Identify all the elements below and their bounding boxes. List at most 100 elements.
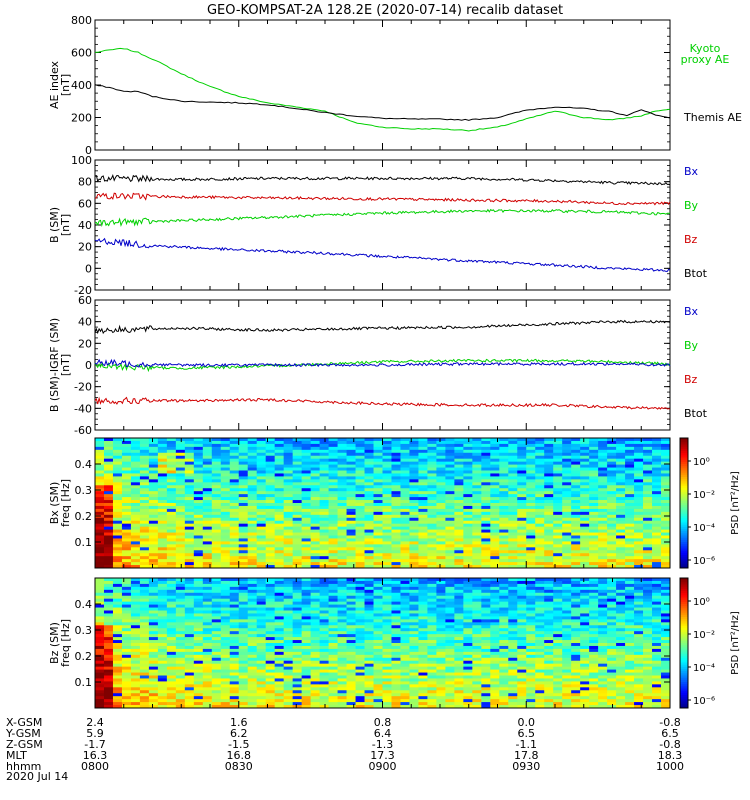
spectrogram-cell <box>328 438 338 442</box>
spectrogram-cell <box>337 458 347 463</box>
spectrogram-cell <box>436 511 446 516</box>
spectrogram-cell <box>418 654 428 659</box>
spectrogram-cell <box>535 467 545 471</box>
spectrogram-cell <box>148 598 159 603</box>
spectrogram-cell <box>355 681 365 685</box>
spectrogram-cell <box>283 631 294 635</box>
spectrogram-cell <box>121 595 132 600</box>
spectrogram-cell <box>499 547 509 551</box>
spectrogram-cell <box>184 505 195 510</box>
spectrogram-cell <box>535 479 545 483</box>
spectrogram-cell <box>301 541 312 545</box>
spectrogram-cell <box>265 631 276 635</box>
spectrogram-cell <box>139 687 150 691</box>
spectrogram-cell <box>526 538 536 542</box>
spectrogram-cell <box>409 494 419 498</box>
spectrogram-cell <box>184 449 195 454</box>
spectrogram-cell <box>319 643 329 647</box>
spectrogram-cell <box>193 520 204 525</box>
spectrogram-cell <box>175 645 186 650</box>
spectrogram-cell <box>175 500 186 504</box>
spectrogram-cell <box>328 440 338 445</box>
spectrogram-cell <box>526 464 536 468</box>
spectrogram-cell <box>643 485 653 489</box>
spectrogram-cell <box>598 494 608 498</box>
spectrogram-cell <box>580 514 590 519</box>
spectrogram-cell <box>544 455 554 460</box>
spectrogram-cell <box>508 508 518 513</box>
spectrogram-cell <box>130 559 141 563</box>
spectrogram-cell <box>157 473 168 477</box>
colorbar-step <box>680 451 688 454</box>
spectrogram-cell <box>175 613 186 617</box>
spectrogram-cell <box>355 601 365 605</box>
spectrogram-cell <box>427 699 437 703</box>
spectrogram-cell <box>400 526 410 530</box>
spectrogram-cell <box>157 526 168 530</box>
spectrogram-cell <box>391 601 401 605</box>
spectrogram-cell <box>544 562 554 566</box>
spectrogram-cell <box>553 514 563 519</box>
spectrogram-cell <box>157 538 168 542</box>
spectrogram-cell <box>265 547 276 551</box>
spectrogram-cell <box>95 482 105 486</box>
spectrogram-cell <box>274 514 285 519</box>
spectrogram-cell <box>211 651 222 656</box>
spectrogram-cell <box>319 464 329 468</box>
spectrogram-cell <box>283 684 294 688</box>
spectrogram-cell <box>220 610 231 614</box>
spectrogram-cell <box>508 541 518 545</box>
spectrogram-cell <box>391 446 401 451</box>
spectrogram-cell <box>319 619 329 623</box>
spectrogram-cell <box>526 565 536 569</box>
spectrogram-cell <box>301 604 312 608</box>
spectrogram-cell <box>139 586 150 591</box>
spectrogram-cell <box>337 660 347 665</box>
spectrogram-cell <box>661 562 671 566</box>
spectrogram-cell <box>436 529 446 533</box>
spectrogram-cell <box>193 544 204 548</box>
spectrogram-cell <box>238 494 249 498</box>
spectrogram-cell <box>310 476 321 480</box>
spectrogram-cell <box>310 514 321 519</box>
spectrogram-cell <box>202 514 213 519</box>
spectrogram-cell <box>103 452 114 457</box>
spectrogram-cell <box>571 473 581 477</box>
spectrogram-cell <box>193 550 204 554</box>
spectrogram-cell <box>355 547 365 551</box>
spectrogram-cell <box>238 583 249 588</box>
spectrogram-cell <box>490 505 500 510</box>
spectrogram-cell <box>490 514 500 519</box>
spectrogram-cell <box>490 529 500 533</box>
spectrogram-cell <box>580 455 590 460</box>
spectrogram-cell <box>211 586 222 591</box>
spectrogram-cell <box>229 610 240 614</box>
spectrogram-cell <box>418 619 428 623</box>
spectrogram-cell <box>445 443 455 448</box>
spectrogram-cell <box>526 438 536 442</box>
spectrogram-cell <box>292 508 303 513</box>
spectrogram-cell <box>391 631 401 635</box>
spectrogram-cell <box>292 660 303 665</box>
spectrogram-cell <box>427 643 437 647</box>
spectrogram-cell <box>211 613 222 617</box>
spectrogram-cell <box>607 532 617 536</box>
spectrogram-cell <box>634 544 644 548</box>
spectrogram-cell <box>409 500 419 504</box>
spectrogram-cell <box>310 607 321 611</box>
spectrogram-cell <box>382 449 392 454</box>
spectrogram-cell <box>274 443 285 448</box>
spectrogram-cell <box>130 578 141 582</box>
spectrogram-cell <box>625 476 635 480</box>
colorbar-step <box>680 457 688 461</box>
spectrogram-cell <box>157 553 168 557</box>
spectrogram-cell <box>355 699 365 703</box>
spectrogram-cell <box>247 601 258 605</box>
spectrogram-cell <box>580 511 590 516</box>
spectrogram-cell <box>409 505 419 510</box>
spectrogram-cell <box>148 547 159 551</box>
spectrogram-cell <box>166 687 177 691</box>
spectrogram-cell <box>229 598 240 603</box>
spectrogram-cell <box>229 595 240 600</box>
spectrogram-cell <box>211 678 222 682</box>
